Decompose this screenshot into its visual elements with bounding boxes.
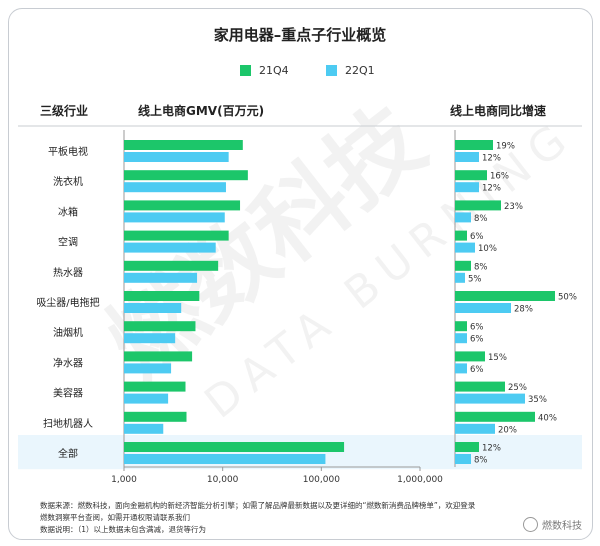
x-tick-label: 100,000 bbox=[303, 475, 340, 485]
brand: 燃数科技 bbox=[523, 517, 582, 532]
growth-bar-22q1 bbox=[455, 393, 525, 404]
growth-label-21q4: 25% bbox=[508, 383, 527, 393]
gmv-bar-21q4 bbox=[124, 140, 243, 150]
footer-note: 数据说明：（1）以上数据未包含满减，退货等行为 bbox=[40, 525, 207, 534]
category-label: 热水器 bbox=[53, 266, 83, 279]
gmv-bar-21q4 bbox=[124, 351, 193, 362]
header-growth: 线上电商同比增速 bbox=[450, 104, 547, 118]
growth-label-22q1: 28% bbox=[514, 305, 533, 315]
chart-title: 家用电器–重点子行业概览 bbox=[213, 26, 387, 44]
growth-bar-21q4 bbox=[455, 140, 493, 150]
growth-label-21q4: 15% bbox=[488, 353, 507, 363]
category-label: 全部 bbox=[58, 447, 78, 460]
category-label: 吸尘器/电拖把 bbox=[36, 296, 99, 309]
category-label: 平板电视 bbox=[48, 145, 88, 158]
growth-bar-22q1 bbox=[455, 454, 471, 464]
category-label: 净水器 bbox=[53, 356, 83, 369]
category-label: 洗衣机 bbox=[53, 175, 83, 188]
gmv-bar-22q1 bbox=[124, 272, 198, 283]
growth-bar-21q4 bbox=[455, 411, 535, 422]
growth-bar-21q4 bbox=[455, 442, 479, 452]
legend-swatch-21q4 bbox=[240, 65, 251, 76]
gmv-bar-21q4 bbox=[124, 291, 200, 301]
growth-label-22q1: 20% bbox=[498, 425, 517, 435]
legend-item-22q1: 22Q1 bbox=[326, 64, 375, 77]
brand-name: 燃数科技 bbox=[542, 521, 582, 532]
legend-label-21q4: 21Q4 bbox=[259, 64, 289, 77]
growth-label-21q4: 40% bbox=[538, 413, 557, 423]
growth-bar-22q1 bbox=[455, 333, 467, 344]
growth-bar-21q4 bbox=[455, 170, 487, 181]
growth-bar-21q4 bbox=[455, 230, 467, 241]
growth-bar-22q1 bbox=[455, 212, 471, 223]
growth-bar-22q1 bbox=[455, 182, 479, 193]
growth-bar-21q4 bbox=[455, 321, 467, 332]
growth-label-22q1: 6% bbox=[470, 335, 484, 345]
gmv-bar-22q1 bbox=[124, 454, 326, 464]
growth-label-22q1: 5% bbox=[468, 274, 482, 284]
gmv-bar-21q4 bbox=[124, 260, 219, 271]
growth-bar-21q4 bbox=[455, 200, 501, 211]
growth-label-22q1: 8% bbox=[474, 214, 488, 224]
header-category: 三级行业 bbox=[40, 104, 89, 118]
growth-label-21q4: 50% bbox=[558, 293, 577, 303]
gmv-bar-22q1 bbox=[124, 333, 176, 344]
gmv-bar-21q4 bbox=[124, 381, 186, 392]
growth-bar-21q4 bbox=[455, 351, 485, 362]
category-label: 美容器 bbox=[53, 387, 83, 400]
header-gmv: 线上电商GMV(百万元) bbox=[138, 104, 265, 118]
growth-label-22q1: 8% bbox=[474, 456, 488, 466]
gmv-bar-22q1 bbox=[124, 363, 172, 374]
gmv-bar-22q1 bbox=[124, 423, 164, 434]
growth-label-21q4: 6% bbox=[470, 232, 484, 242]
legend-swatch-22q1 bbox=[326, 65, 337, 76]
gmv-bar-21q4 bbox=[124, 442, 345, 452]
growth-bar-21q4 bbox=[455, 291, 555, 301]
growth-bar-22q1 bbox=[455, 272, 465, 283]
gmv-bar-22q1 bbox=[124, 393, 169, 404]
growth-bar-22q1 bbox=[455, 242, 475, 253]
category-label: 空调 bbox=[58, 236, 78, 249]
gmv-bar-22q1 bbox=[124, 182, 226, 193]
growth-label-22q1: 12% bbox=[482, 154, 501, 164]
growth-label-21q4: 8% bbox=[474, 262, 488, 272]
gmv-bar-22q1 bbox=[124, 152, 229, 162]
growth-label-21q4: 12% bbox=[482, 444, 501, 454]
footer-source-line1: 数据来源：燃数科技，面向金融机构的新经济智能分析引擎；如需了解品牌最新数据以及更… bbox=[40, 501, 476, 510]
x-tick-label: 1,000,000 bbox=[397, 475, 443, 485]
growth-bar-22q1 bbox=[455, 152, 479, 162]
gmv-bar-22q1 bbox=[124, 212, 225, 223]
growth-bar-22q1 bbox=[455, 423, 495, 434]
gmv-bar-22q1 bbox=[124, 242, 216, 253]
growth-label-21q4: 16% bbox=[490, 172, 509, 182]
category-label: 油烟机 bbox=[53, 326, 83, 339]
growth-bar-21q4 bbox=[455, 381, 505, 392]
gmv-bar-22q1 bbox=[124, 303, 182, 313]
growth-label-21q4: 6% bbox=[470, 323, 484, 333]
growth-label-21q4: 23% bbox=[504, 202, 523, 212]
gmv-bar-21q4 bbox=[124, 230, 229, 241]
growth-label-22q1: 6% bbox=[470, 365, 484, 375]
legend-label-22q1: 22Q1 bbox=[345, 64, 375, 77]
category-label: 扫地机器人 bbox=[43, 417, 93, 430]
gmv-bar-21q4 bbox=[124, 411, 187, 422]
growth-bar-21q4 bbox=[455, 260, 471, 271]
growth-bar-22q1 bbox=[455, 363, 467, 374]
growth-label-22q1: 10% bbox=[478, 244, 497, 254]
brand-logo-icon bbox=[523, 517, 538, 532]
growth-label-21q4: 19% bbox=[496, 142, 515, 152]
footer: 数据来源：燃数科技，面向金融机构的新经济智能分析引擎；如需了解品牌最新数据以及更… bbox=[40, 500, 580, 536]
footer-source-line2: 燃数洞察平台查阅，如需开通权限请联系我们 bbox=[40, 513, 190, 522]
x-tick-label: 10,000 bbox=[207, 475, 239, 485]
growth-label-22q1: 12% bbox=[482, 184, 501, 194]
x-tick-label: 1,000 bbox=[111, 475, 137, 485]
gmv-bar-21q4 bbox=[124, 321, 196, 332]
growth-bar-22q1 bbox=[455, 303, 511, 313]
legend-item-21q4: 21Q4 bbox=[240, 64, 289, 77]
growth-label-22q1: 35% bbox=[528, 395, 547, 405]
gmv-bar-21q4 bbox=[124, 170, 248, 181]
gmv-bar-21q4 bbox=[124, 200, 241, 211]
category-label: 冰箱 bbox=[58, 205, 78, 218]
